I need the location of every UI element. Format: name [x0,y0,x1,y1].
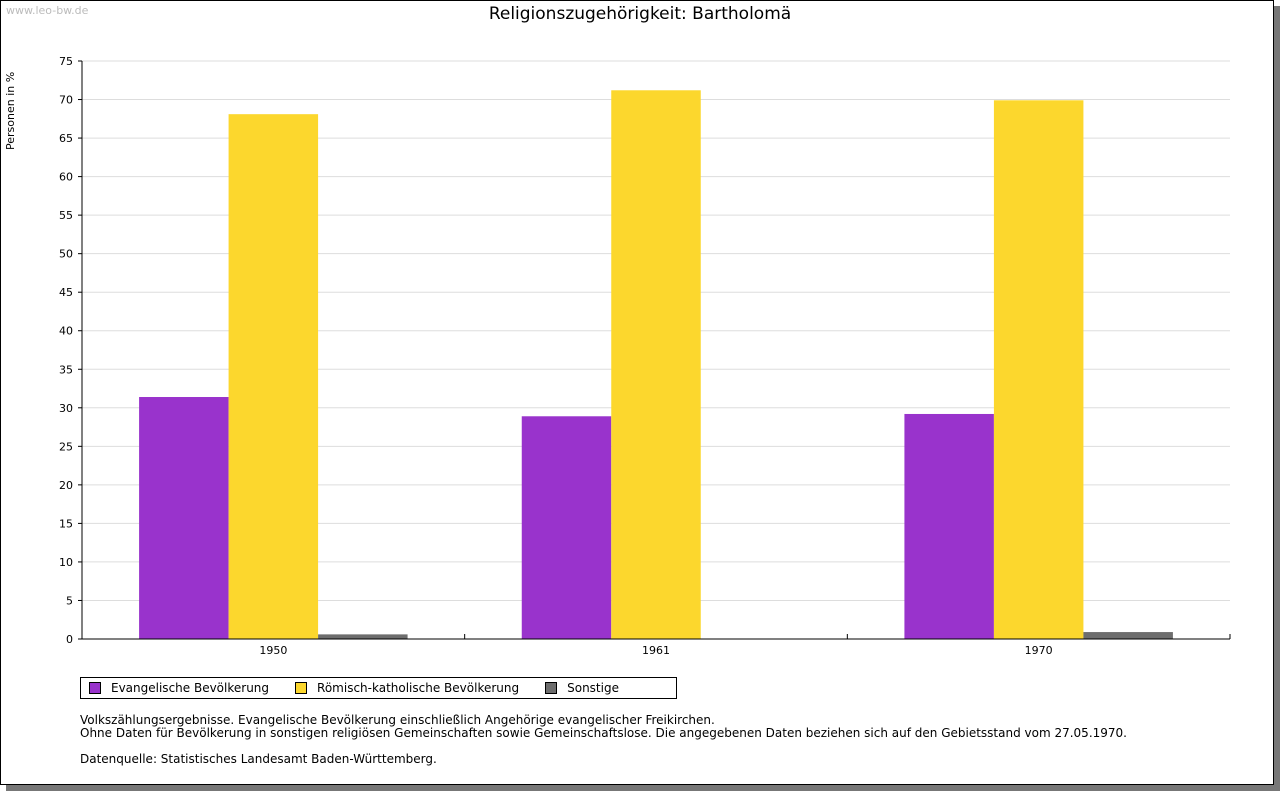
y-tick-label: 35 [59,363,73,376]
y-tick-label: 10 [59,556,73,569]
bar-evangelische-bev-lkerung-1970 [904,413,994,639]
bar-evangelische-bev-lkerung-1950 [139,397,229,639]
bar-sonstige-1950 [318,634,408,639]
y-tick-label: 15 [59,517,73,530]
y-tick-label: 70 [59,94,73,107]
y-tick-label: 60 [59,171,73,184]
source-note: Datenquelle: Statistisches Landesamt Bad… [80,752,437,766]
x-tick-label: 1961 [642,644,670,657]
legend-item: Evangelische Bevölkerung [89,681,269,695]
chart-title: Religionszugehörigkeit: Bartholomä [488,4,792,24]
bar-sonstige-1970 [1083,632,1173,639]
note-line: Volkszählungsergebnisse. Evangelische Be… [80,713,715,727]
y-tick-label: 55 [59,209,73,222]
legend-item: Sonstige [545,681,619,695]
bar-r-misch-katholische-bev-lkerung-1961 [611,90,701,639]
watermark: www.leo-bw.de [6,4,89,17]
y-tick-label: 75 [59,55,73,68]
y-tick-label: 25 [59,440,73,453]
bar-evangelische-bev-lkerung-1961 [521,416,612,639]
y-tick-label: 65 [59,132,73,145]
legend-swatch [89,682,101,694]
bar-r-misch-katholische-bev-lkerung-1950 [228,114,319,639]
y-tick-label: 50 [59,248,73,261]
legend-label: Sonstige [567,681,619,695]
x-tick-label: 1950 [259,644,287,657]
legend-swatch [545,682,558,694]
legend-label: Römisch-katholische Bevölkerung [317,681,520,695]
y-tick-label: 40 [59,325,73,338]
y-tick-label: 45 [59,286,73,299]
y-tick-label: 30 [59,402,73,415]
y-tick-label: 0 [66,633,73,646]
y-tick-label: 20 [59,479,73,492]
y-tick-label: 5 [66,594,73,607]
legend: Evangelische Bevölkerung Römisch-katholi… [80,677,677,699]
legend-swatch [295,682,308,694]
x-tick-label: 1970 [1025,644,1053,657]
bar-r-misch-katholische-bev-lkerung-1970 [993,100,1084,639]
note-line: Ohne Daten für Bevölkerung in sonstigen … [80,726,1127,740]
plot-area: 0 5 10 15 20 25 30 35 40 45 50 55 60 65 70 75 1950 1961 19… [59,55,1231,657]
legend-item: Römisch-katholische Bevölkerung [295,681,519,695]
legend-label: Evangelische Bevölkerung [111,681,270,695]
